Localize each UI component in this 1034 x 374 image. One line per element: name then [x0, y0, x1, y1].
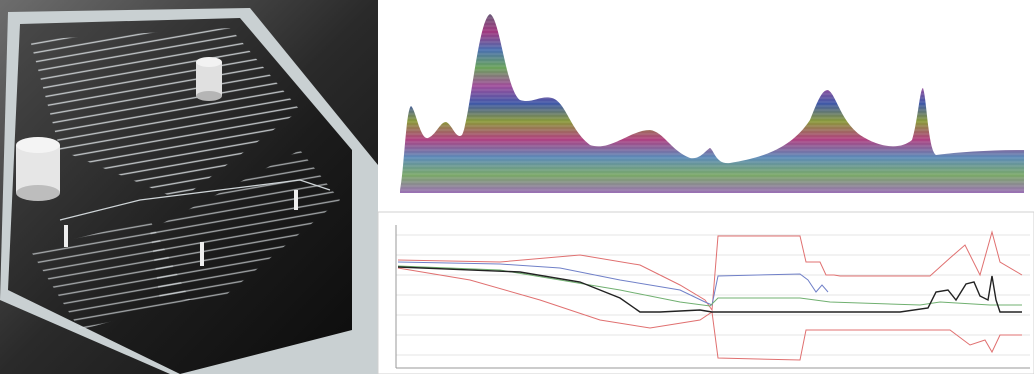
- pillar: [64, 225, 68, 247]
- pillar: [200, 242, 204, 266]
- spectra-plot: [400, 14, 1024, 193]
- inlet-cylinder: [196, 57, 222, 101]
- inlet-cylinder: [16, 137, 60, 201]
- plot-frame: [377, 211, 1034, 374]
- channel: [59, 179, 331, 221]
- pillar: [294, 190, 298, 210]
- spectra-lines: [400, 14, 1024, 193]
- grid: [396, 234, 1030, 356]
- trace-red-upper: [397, 230, 1023, 312]
- serpentine-channels: [150, 150, 340, 300]
- trace-plot: [377, 211, 1034, 374]
- serpentine-channels: [30, 220, 190, 330]
- serpentine-channels: [30, 28, 300, 200]
- trace-red-lower: [397, 267, 1022, 361]
- trace-green: [397, 265, 1022, 307]
- trace-black: [397, 266, 1022, 313]
- chip-photo: [0, 0, 378, 374]
- trace-blue: [397, 261, 829, 306]
